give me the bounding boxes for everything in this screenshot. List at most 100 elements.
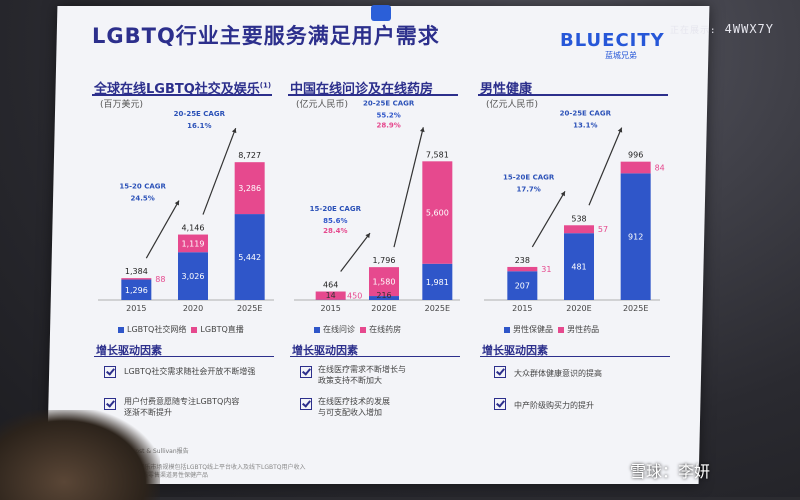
cagr-label: 20-25E CAGR — [560, 110, 612, 118]
meeting-code: 正在展示: 4WWX7Y — [670, 22, 774, 36]
bar-value-label: 88 — [155, 275, 165, 284]
bar-value-label: 31 — [541, 265, 551, 274]
bar-total-label: 8,727 — [238, 151, 261, 160]
xueqiu-watermark: 雪球：李妍 — [630, 458, 710, 482]
legend-label: LGBTQ直播 — [200, 325, 243, 334]
bar-total-label: 1,384 — [125, 267, 148, 276]
driver-item: 大众群体健康意识的提高 — [514, 368, 664, 379]
bar-total-label: 1,796 — [373, 256, 396, 265]
cagr-value: 16.1% — [187, 122, 211, 130]
cagr-value: 85.6% — [323, 217, 347, 225]
driver-item: 在线医疗技术的发展 与可支配收入增加 — [318, 396, 468, 418]
legend-label: 男性保健品 — [513, 325, 553, 334]
cagr-value: 28.4% — [323, 227, 347, 235]
bar-total-label: 538 — [571, 214, 586, 223]
driver-item: 中产阶级购买力的提升 — [514, 400, 664, 411]
check-icon — [300, 398, 312, 410]
driver-item: 在线医疗需求不断增长与 政策支持不断加大 — [318, 364, 468, 386]
chart1-legend: LGBTQ社交网络 LGBTQ直播 — [118, 324, 244, 335]
cagr-arrow — [341, 233, 370, 271]
cagr-value: 28.9% — [377, 121, 401, 129]
x-tick-label: 2015 — [126, 304, 146, 313]
bar-男性药品 — [507, 267, 537, 271]
bluecity-logo-sub: 蓝城兄弟 — [605, 50, 637, 61]
chart1-divider — [92, 94, 272, 96]
page-title: LGBTQ行业主要服务满足用户需求 — [92, 20, 440, 50]
bar-男性药品 — [564, 225, 594, 233]
bar-value-label: 3,286 — [238, 184, 261, 193]
cagr-label: 15-20E CAGR — [503, 173, 555, 181]
cagr-value: 13.1% — [573, 122, 597, 130]
x-tick-label: 2025E — [425, 304, 450, 313]
cagr-value: 24.5% — [131, 195, 155, 203]
drivers1-divider — [94, 356, 274, 357]
cagr-arrow — [394, 127, 423, 247]
bluecity-logo: BLUECITY — [560, 30, 665, 51]
bar-value-label: 1,296 — [125, 286, 148, 295]
bar-total-label: 238 — [515, 256, 530, 265]
chart2-legend: 在线问诊 在线药房 — [314, 324, 401, 335]
cagr-arrowhead — [420, 127, 425, 132]
legend-label: 在线问诊 — [323, 325, 355, 334]
x-tick-label: 2025E — [237, 304, 262, 313]
bar-total-label: 7,581 — [426, 150, 449, 159]
bar-LGBTQ直播 — [121, 278, 151, 279]
bar-value-label: 1,580 — [373, 278, 396, 287]
cagr-arrow — [146, 201, 179, 259]
cagr-arrow — [589, 128, 622, 206]
chart3-legend: 男性保健品 男性药品 — [504, 324, 599, 335]
check-icon — [104, 398, 116, 410]
cagr-arrow — [203, 128, 236, 214]
cagr-label: 20-25E CAGR — [363, 99, 415, 107]
legend-label: 男性药品 — [567, 325, 599, 334]
bar-value-label: 216 — [376, 291, 391, 300]
person-head-foreground — [0, 410, 160, 500]
bar-total-label: 996 — [628, 151, 643, 160]
legend-swatch-pink — [558, 327, 564, 333]
x-tick-label: 2020E — [566, 304, 591, 313]
check-icon — [494, 366, 506, 378]
cagr-label: 15-20 CAGR — [119, 183, 166, 191]
bar-value-label: 207 — [515, 282, 530, 291]
bar-value-label: 912 — [628, 233, 643, 242]
legend-swatch-pink — [360, 327, 366, 333]
chart3-divider — [478, 94, 668, 96]
drivers3-divider — [480, 356, 670, 357]
legend-label: LGBTQ社交网络 — [127, 325, 186, 334]
cagr-value: 17.7% — [517, 185, 541, 193]
x-tick-label: 2015 — [512, 304, 532, 313]
meeting-code-value: 4WWX7Y — [725, 22, 774, 36]
bar-value-label: 84 — [655, 164, 665, 173]
driver-item: LGBTQ社交需求随社会开放不断增强 — [124, 366, 284, 377]
chart2-unit: (亿元人民币) — [296, 97, 348, 110]
check-icon — [300, 366, 312, 378]
cagr-label: 15-20E CAGR — [310, 205, 362, 213]
bar-value-label: 5,442 — [238, 253, 261, 262]
check-icon — [494, 398, 506, 410]
bar-value-label: 5,600 — [426, 209, 449, 218]
bar-value-label: 1,119 — [182, 239, 205, 248]
x-tick-label: 2015 — [320, 304, 340, 313]
legend-swatch-pink — [191, 327, 197, 333]
bar-total-label: 4,146 — [182, 224, 205, 233]
cagr-value: 55.2% — [377, 111, 401, 119]
bar-value-label: 450 — [347, 292, 362, 301]
bar-value-label: 3,026 — [182, 272, 205, 281]
chart1-unit: (百万美元) — [100, 97, 143, 110]
chart3-unit: (亿元人民币) — [486, 97, 538, 110]
x-tick-label: 2020 — [183, 304, 203, 313]
bar-total-label: 464 — [323, 281, 338, 290]
legend-swatch-blue — [118, 327, 124, 333]
legend-swatch-blue — [314, 327, 320, 333]
cagr-arrow — [532, 191, 565, 247]
drivers2-divider — [290, 356, 460, 357]
screen-share-icon[interactable] — [371, 5, 391, 21]
cagr-label: 20-25E CAGR — [174, 110, 226, 118]
chart-male-health: 207312382015481575382020E912849962025E15… — [476, 110, 666, 332]
bar-value-label: 14 — [326, 291, 336, 300]
bar-value-label: 481 — [571, 263, 586, 272]
bar-男性药品 — [621, 162, 651, 174]
legend-label: 在线药房 — [369, 325, 401, 334]
chart2-divider — [288, 94, 458, 96]
